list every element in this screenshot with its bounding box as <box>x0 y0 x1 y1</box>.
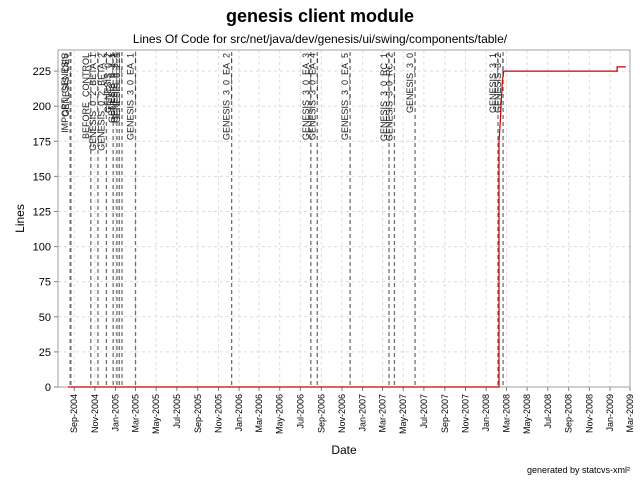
version-marker-label: GENESIS_3_0 <box>405 53 415 113</box>
y-tick-label: 125 <box>33 206 51 218</box>
y-tick-label: 150 <box>33 171 51 183</box>
x-tick-label: Mar-2007 <box>378 394 388 433</box>
version-marker-label: GENESIS_0_2_1 <box>107 53 117 123</box>
x-tick-label: Jan-2009 <box>605 394 615 432</box>
loc-data-point <box>503 70 505 72</box>
version-marker-label: IMPORT_GENESIS <box>60 53 70 133</box>
y-tick-label: 100 <box>33 242 51 254</box>
y-tick-label: 0 <box>45 382 51 394</box>
loc-data-point <box>498 140 500 142</box>
x-tick-label: Sep-2004 <box>69 394 79 433</box>
x-tick-label: Jan-2006 <box>234 394 244 432</box>
version-marker-label: GENESIS_3_0_EA_2 <box>222 53 232 140</box>
y-tick-label: 175 <box>33 136 51 148</box>
x-tick-label: Mar-2008 <box>501 394 511 433</box>
loc-data-point <box>499 119 501 121</box>
version-marker-label: BEFORE_CONTROL <box>81 53 91 139</box>
version-marker-label: GENESIS_0_2_BETA_2 <box>96 53 106 151</box>
x-tick-label: Sep-2008 <box>564 394 574 433</box>
version-marker-label: GENESIS_0_2 <box>103 53 113 113</box>
loc-data-point <box>616 66 618 68</box>
x-tick-label: Nov-2006 <box>337 394 347 433</box>
loc-data-point <box>505 70 508 72</box>
loc-data-point <box>67 386 70 388</box>
x-tick-label: Sep-2005 <box>193 394 203 433</box>
x-tick-label: Jan-2008 <box>481 394 491 432</box>
x-tick-label: Nov-2005 <box>213 394 223 433</box>
x-tick-label: May-2007 <box>398 394 408 434</box>
version-marker-label: GENESIS_3_1 <box>488 53 498 113</box>
y-tick-label: 225 <box>33 66 51 78</box>
version-marker-label: GENESIS_0_2_3 <box>112 53 122 123</box>
x-tick-label: Mar-2006 <box>254 394 264 433</box>
x-tick-label: May-2006 <box>275 394 285 434</box>
chart-title: genesis client module <box>225 6 415 26</box>
y-tick-label: 75 <box>39 277 51 289</box>
y-tick-label: 200 <box>33 101 51 113</box>
generator-credit: generated by statcvs-xml² <box>526 465 630 475</box>
loc-data-point <box>498 386 500 388</box>
y-axis-label: Lines <box>13 204 27 233</box>
version-marker-label: GENESIS_3_0_RC_1 <box>379 53 389 141</box>
x-tick-label: Jan-2007 <box>358 394 368 432</box>
x-tick-label: Jan-2005 <box>111 394 121 432</box>
loc-data-point <box>624 66 626 68</box>
x-tick-label: Jul-2006 <box>295 394 305 429</box>
loc-data-point <box>500 98 502 100</box>
version-marker-label: GENESIS_0_2_BETA_1 <box>88 53 98 151</box>
version-marker-label: GENESIS_3_0_EA_4 <box>307 53 317 140</box>
version-marker-label: GENESIS_3_0_EA_5 <box>340 53 350 140</box>
x-tick-label: Jul-2007 <box>419 394 429 429</box>
version-marker-label: GENESIS_0_2_2 <box>109 53 119 123</box>
x-tick-label: Sep-2006 <box>316 394 326 433</box>
x-tick-label: Sep-2007 <box>440 394 450 433</box>
x-axis-label: Date <box>331 443 357 457</box>
loc-data-point <box>501 80 503 82</box>
x-tick-label: Nov-2008 <box>584 394 594 433</box>
version-marker-label: GENESIS_3_0_RC_2 <box>384 53 394 141</box>
x-tick-label: Mar-2005 <box>131 394 141 433</box>
version-marker-label: GENESIS_DEV <box>61 53 71 117</box>
version-marker-label: GENESIS_3_2 <box>493 53 503 113</box>
version-marker-label: GENESIS_3_0_EA_1 <box>126 53 136 140</box>
x-tick-label: Jul-2008 <box>543 394 553 429</box>
loc-data-point <box>616 70 618 72</box>
x-tick-label: May-2008 <box>522 394 532 434</box>
y-tick-label: 25 <box>39 347 51 359</box>
x-tick-label: Nov-2004 <box>90 394 100 433</box>
x-tick-label: Mar-2009 <box>625 394 635 433</box>
chart-subtitle: Lines Of Code for src/net/java/dev/genes… <box>132 32 508 46</box>
version-marker-label: GENESIS_3_0_EA_3 <box>301 53 311 140</box>
x-tick-label: Jul-2005 <box>172 394 182 429</box>
x-tick-label: Nov-2007 <box>461 394 471 433</box>
x-tick-label: May-2005 <box>151 394 161 434</box>
y-tick-label: 50 <box>39 312 51 324</box>
